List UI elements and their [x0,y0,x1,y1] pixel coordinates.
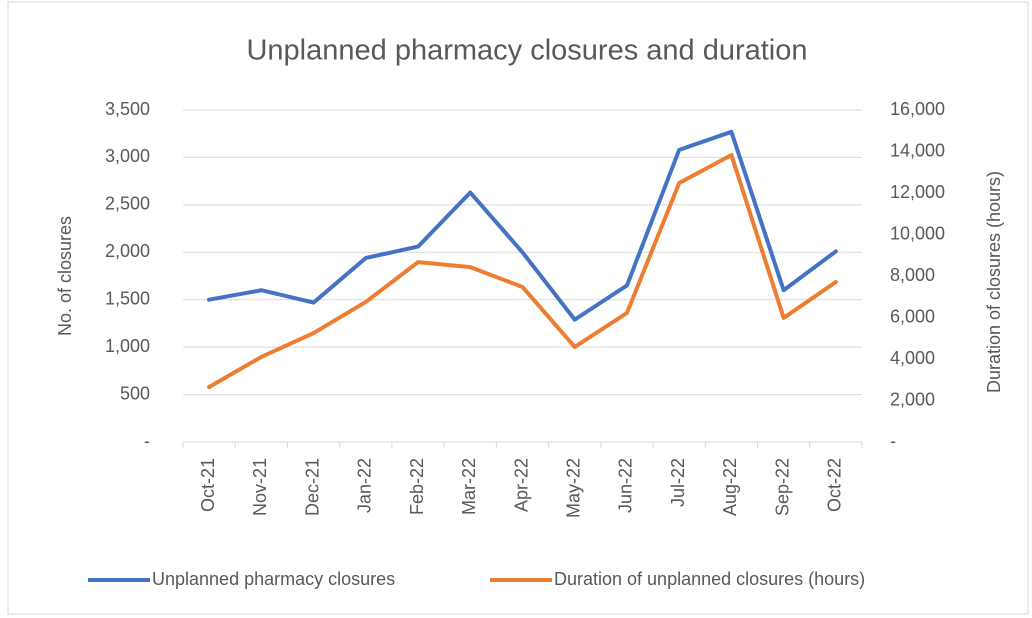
y-tick-label: - [144,431,150,451]
chart-title: Unplanned pharmacy closures and duration [246,35,807,67]
y-tick-label: 3,500 [105,99,150,119]
x-tick-label: Mar-22 [459,458,479,515]
y2-tick-label: 14,000 [890,140,945,160]
y2-tick-label: 6,000 [890,306,935,326]
y-tick-label: 2,000 [105,241,150,261]
x-tick-label: Aug-22 [720,458,740,516]
y-tick-label: 1,000 [105,336,150,356]
x-tick-label: Jan-22 [355,458,375,513]
x-tick-label: Dec-21 [302,458,322,516]
y-tick-label: 500 [120,383,150,403]
legend-label: Unplanned pharmacy closures [152,569,395,589]
x-tick-label: Oct-21 [198,458,218,512]
y2-tick-label: 4,000 [890,348,935,368]
y2-axis-title: Duration of closures (hours) [984,171,1004,393]
x-tick-label: Oct-22 [825,458,845,512]
y2-tick-label: 10,000 [890,223,945,243]
y-tick-label: 1,500 [105,288,150,308]
y2-tick-label: 12,000 [890,182,945,202]
y-axis-title: No. of closures [55,216,75,336]
x-tick-label: Jul-22 [668,458,688,507]
y2-tick-label: 2,000 [890,389,935,409]
x-tick-label: Sep-22 [772,458,792,516]
x-tick-label: Feb-22 [407,458,427,515]
y-tick-label: 2,500 [105,194,150,214]
y2-tick-label: - [890,431,896,451]
y2-tick-label: 16,000 [890,99,945,119]
x-tick-label: Apr-22 [511,458,531,512]
y-tick-label: 3,000 [105,146,150,166]
series-line [207,153,838,390]
x-tick-label: Nov-21 [250,458,270,516]
legend-label: Duration of unplanned closures (hours) [554,569,865,589]
x-tick-label: May-22 [563,458,583,518]
chart-border [7,1,1029,615]
x-tick-label: Jun-22 [616,458,636,513]
y2-tick-label: 8,000 [890,265,935,285]
series-line [207,129,838,322]
